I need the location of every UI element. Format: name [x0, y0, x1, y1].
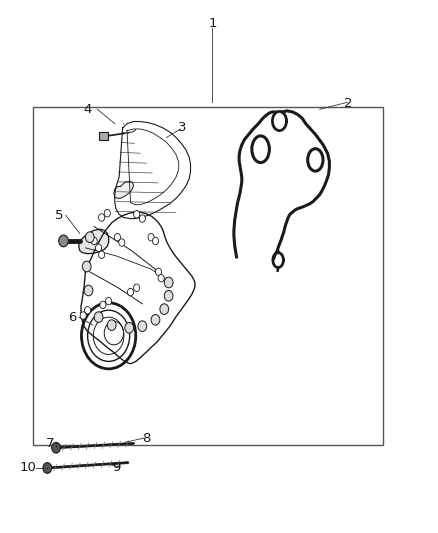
Circle shape [91, 237, 97, 245]
Text: 5: 5 [55, 209, 64, 222]
Circle shape [164, 277, 173, 288]
Circle shape [104, 209, 110, 217]
Circle shape [85, 306, 91, 314]
Text: 1: 1 [208, 18, 217, 30]
Bar [33, 107, 383, 445]
Circle shape [82, 261, 91, 272]
Circle shape [127, 288, 134, 296]
Text: 3: 3 [177, 122, 186, 134]
Text: 10: 10 [20, 462, 37, 474]
FancyBboxPatch shape [99, 132, 108, 140]
Text: 2: 2 [344, 98, 353, 110]
Circle shape [158, 274, 164, 282]
Circle shape [59, 235, 68, 247]
Circle shape [155, 268, 162, 276]
Circle shape [134, 211, 140, 218]
Circle shape [99, 214, 105, 221]
Text: 8: 8 [142, 432, 151, 445]
Circle shape [99, 251, 105, 259]
Polygon shape [114, 181, 134, 198]
Circle shape [80, 312, 86, 319]
Circle shape [106, 297, 112, 305]
Circle shape [85, 232, 94, 243]
Circle shape [114, 233, 120, 241]
Circle shape [100, 301, 106, 309]
Circle shape [160, 304, 169, 314]
Circle shape [52, 442, 60, 453]
Circle shape [43, 463, 52, 473]
Circle shape [139, 215, 145, 222]
Circle shape [107, 320, 116, 330]
Circle shape [134, 284, 140, 292]
Circle shape [95, 244, 102, 252]
Circle shape [152, 237, 159, 245]
Circle shape [151, 314, 160, 325]
Circle shape [138, 321, 147, 332]
Circle shape [84, 285, 93, 296]
Circle shape [125, 322, 134, 333]
Circle shape [119, 239, 125, 246]
Circle shape [148, 233, 154, 241]
Circle shape [94, 312, 103, 322]
Polygon shape [79, 229, 109, 254]
Text: 7: 7 [46, 437, 55, 450]
Text: 6: 6 [68, 311, 77, 324]
Circle shape [164, 290, 173, 301]
Text: 4: 4 [83, 103, 92, 116]
Text: 9: 9 [112, 462, 120, 474]
